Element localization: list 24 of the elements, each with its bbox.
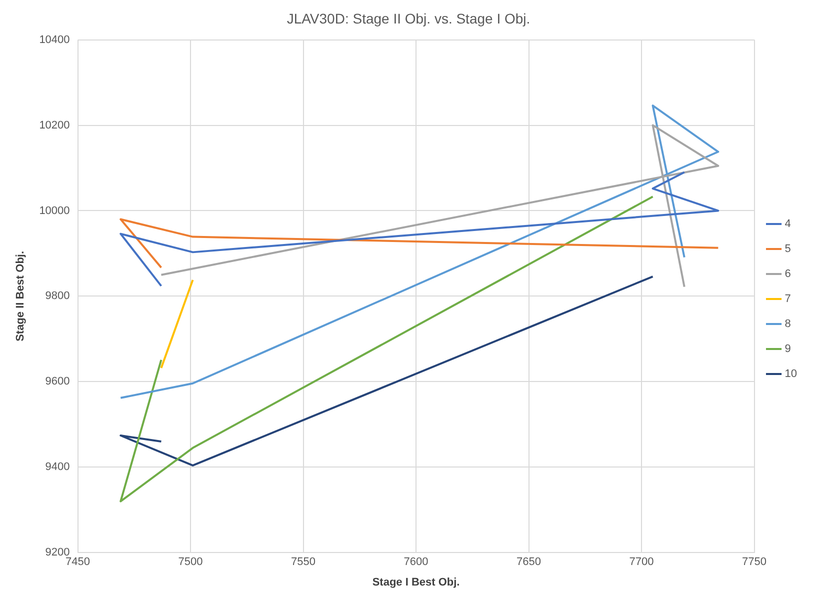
legend-label: 5 <box>784 243 791 256</box>
x-tick-label: 7650 <box>516 556 542 568</box>
x-tick-label: 7750 <box>742 556 767 568</box>
legend-label: 4 <box>784 218 791 230</box>
legend-label: 6 <box>784 268 791 280</box>
legend-label: 8 <box>784 318 791 330</box>
chart-title: JLAV30D: Stage II Obj. vs. Stage I Obj. <box>286 10 530 26</box>
x-tick-label: 7550 <box>291 556 316 568</box>
y-axis-title: Stage II Best Obj. <box>14 250 27 342</box>
legend-label: 10 <box>784 368 798 380</box>
x-axis-title: Stage I Best Obj. <box>372 576 460 588</box>
legend-label: 7 <box>784 293 791 306</box>
y-tick-label: 9200 <box>45 546 70 559</box>
x-tick-label: 7600 <box>404 556 428 568</box>
x-tick-label: 7450 <box>66 556 90 568</box>
y-tick-label: 10200 <box>39 119 70 132</box>
y-tick-label: 10400 <box>39 34 70 46</box>
y-tick-label: 9800 <box>45 290 70 302</box>
x-tick-label: 7500 <box>178 556 203 568</box>
legend-label: 9 <box>784 343 791 356</box>
y-tick-label: 9400 <box>45 461 70 474</box>
y-tick-label: 9600 <box>45 376 70 388</box>
y-tick-label: 10000 <box>39 204 70 217</box>
x-tick-label: 7700 <box>629 556 654 568</box>
